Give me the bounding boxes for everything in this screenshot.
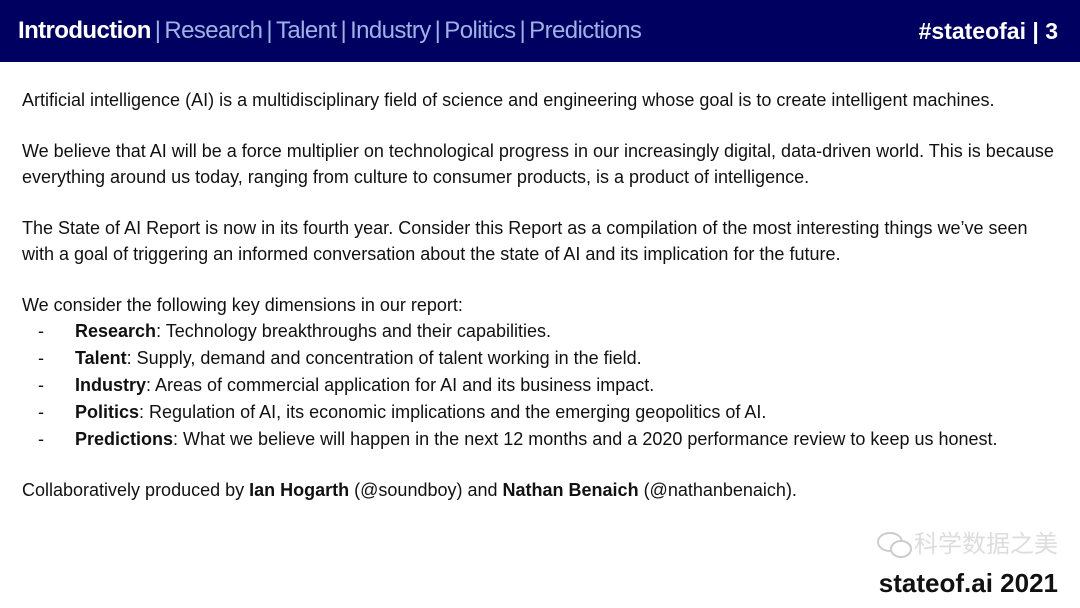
item-desc: : Areas of commercial application for AI… [146, 375, 655, 395]
dash: - [38, 375, 44, 395]
item-desc: : What we believe will happen in the nex… [173, 429, 998, 449]
separator: | [434, 17, 441, 44]
paragraph-belief: We believe that AI will be a force multi… [22, 141, 1054, 187]
item-desc: : Regulation of AI, its economic implica… [139, 402, 767, 422]
dash: - [38, 348, 44, 368]
list-item: - Politics: Regulation of AI, its economi… [22, 399, 1062, 426]
tab-research[interactable]: Research [164, 17, 263, 44]
item-term: Research [75, 321, 157, 341]
tab-talent[interactable]: Talent [275, 17, 337, 44]
author-ian-hogarth: Ian Hogarth [249, 480, 350, 500]
tab-industry[interactable]: Industry [350, 17, 431, 44]
item-term: Industry [75, 375, 147, 395]
wechat-icon [877, 532, 912, 558]
paragraph-definition: Artificial intelligence (AI) is a multid… [22, 90, 995, 110]
dimensions-list: - Research: Technology breakthroughs and … [22, 318, 1062, 453]
list-item: - Predictions: What we believe will happe… [22, 426, 1062, 453]
list-item: - Industry: Areas of commercial applicati… [22, 372, 1062, 399]
author-nathan-benaich: Nathan Benaich [502, 480, 639, 500]
tab-politics[interactable]: Politics [444, 17, 516, 44]
separator: | [154, 17, 161, 44]
dash: - [38, 321, 44, 341]
watermark-text: 科学数据之美 [914, 531, 1058, 558]
section-nav: Introduction | Research | Talent | Industry | Po… [18, 16, 642, 46]
credits: Collaboratively produced by Ian Hogarth … [22, 477, 1062, 503]
item-desc: : Supply, demand and concentration of ta… [126, 348, 642, 368]
dash: - [38, 402, 44, 422]
list-item: - Talent: Supply, demand and concentratio… [22, 345, 1062, 372]
slide-content: Artificial intelligence (AI) is a multid… [22, 87, 1062, 503]
slide-tag: #stateofai | 3 [918, 18, 1058, 44]
item-term: Talent [75, 348, 127, 368]
item-term: Predictions [75, 429, 174, 449]
handle-soundboy: (@soundboy) and [349, 480, 503, 500]
separator: | [266, 17, 272, 44]
item-term: Politics [75, 402, 140, 422]
item-desc: : Technology breakthroughs and their cap… [156, 321, 551, 341]
separator: | [340, 17, 347, 44]
separator: | [519, 17, 526, 44]
list-intro: We consider the following key dimensions… [22, 295, 463, 315]
list-item: - Research: Technology breakthroughs and … [22, 318, 1062, 345]
tab-introduction[interactable]: Introduction [18, 17, 151, 44]
dash: - [38, 429, 44, 449]
watermark: 科学数据之美 [876, 530, 1058, 560]
header-bar: Introduction | Research | Talent | Industry | Po… [0, 0, 1080, 62]
footer-brand: stateof.ai 2021 [878, 568, 1058, 598]
paragraph-report: The State of AI Report is now in its fou… [22, 218, 1028, 264]
handle-nathanbenaich: (@nathanbenaich). [638, 480, 797, 500]
credits-prefix: Collaboratively produced by [22, 480, 250, 500]
tab-predictions[interactable]: Predictions [529, 17, 642, 44]
